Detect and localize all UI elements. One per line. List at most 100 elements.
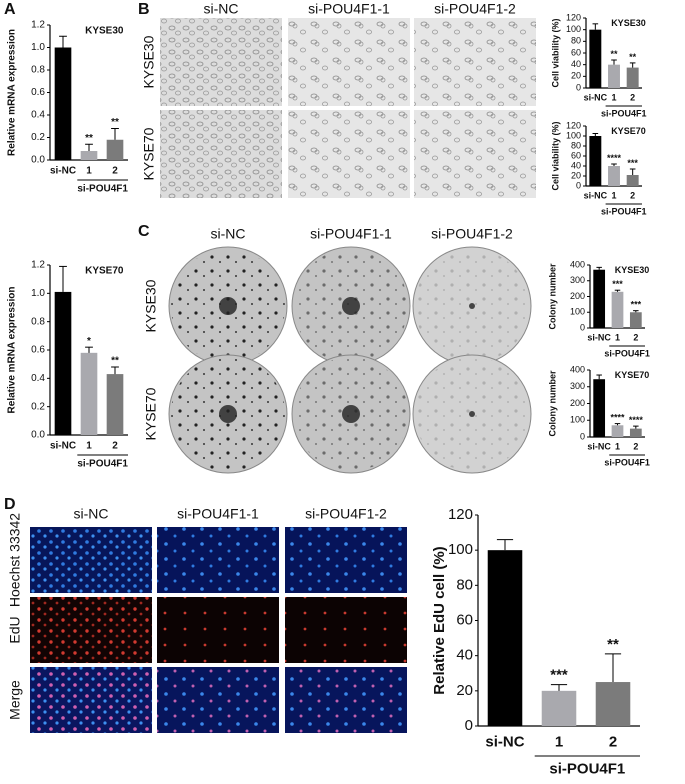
- y-tick-label: 0.4: [31, 110, 45, 121]
- row-label: EdU: [7, 616, 23, 643]
- micrograph: [285, 597, 407, 663]
- x-tick-label: 2: [609, 733, 617, 750]
- x-tick-label: 1: [86, 166, 92, 177]
- y-tick-label: 0: [576, 180, 581, 190]
- x-tick-label: 2: [630, 190, 635, 200]
- x-tick-label: si-NC: [50, 441, 76, 452]
- row-label: Hoechst 33342: [7, 513, 23, 607]
- y-tick-label: 100: [448, 541, 473, 558]
- x-tick-label: si-NC: [485, 733, 524, 750]
- bar: [54, 291, 72, 435]
- x-tick-label: si-NC: [584, 92, 608, 102]
- significance: **: [85, 133, 93, 144]
- significance: **: [629, 52, 637, 62]
- bar: [541, 690, 577, 726]
- y-tick-label: 1.0: [31, 42, 45, 53]
- significance: ***: [612, 279, 623, 289]
- group-label: si-POU4F1: [549, 760, 625, 777]
- bar: [589, 29, 602, 89]
- y-tick-label: 20: [456, 682, 473, 699]
- column-header: si-POU4F1-1: [177, 506, 259, 522]
- bar: [629, 428, 642, 437]
- bar: [487, 550, 523, 726]
- y-tick-label: 60: [456, 611, 473, 628]
- row-label: KYSE70: [143, 387, 159, 440]
- y-axis-label: Relative mRNA expression: [7, 287, 18, 414]
- bar: [80, 352, 98, 435]
- y-tick-label: 0.8: [31, 65, 45, 76]
- x-tick-label: si-NC: [50, 166, 76, 177]
- y-tick-label: 60: [571, 47, 581, 57]
- y-axis-label: Cell viability (%): [550, 121, 560, 190]
- y-axis-label: Cell viability (%): [550, 18, 560, 87]
- group-label: si-POU4F1: [604, 457, 650, 467]
- group-label: si-POU4F1: [77, 184, 128, 195]
- significance: ***: [627, 158, 638, 168]
- y-tick-label: 100: [570, 307, 585, 317]
- bar: [608, 64, 620, 88]
- chart-title: KYSE30: [611, 18, 646, 28]
- column-header: si-POU4F1-1: [310, 226, 392, 242]
- y-tick-label: 60: [571, 150, 581, 160]
- y-tick-label: 0.8: [31, 316, 45, 327]
- y-tick-label: 0.0: [31, 430, 45, 441]
- y-tick-label: 100: [566, 24, 581, 34]
- bar: [629, 312, 642, 328]
- micrograph: [414, 18, 536, 106]
- micrograph: [157, 667, 279, 733]
- y-tick-label: 300: [570, 275, 585, 285]
- y-tick-label: 20: [571, 170, 581, 180]
- y-tick-label: 120: [566, 12, 581, 22]
- bar: [54, 47, 72, 160]
- micrograph: [414, 110, 536, 198]
- panel-label: D: [4, 496, 16, 513]
- micrograph: [285, 667, 407, 733]
- column-header: si-POU4F1-2: [431, 226, 513, 242]
- bar: [106, 374, 124, 435]
- significance: **: [610, 49, 618, 59]
- x-tick-label: 1: [555, 733, 563, 750]
- micrograph: [160, 110, 282, 198]
- column-header: si-NC: [211, 226, 246, 242]
- y-tick-label: 80: [571, 36, 581, 46]
- significance: ****: [629, 415, 644, 425]
- colony-center: [469, 303, 475, 309]
- y-tick-label: 1.2: [31, 260, 45, 271]
- y-tick-label: 400: [570, 259, 585, 269]
- y-tick-label: 40: [571, 59, 581, 69]
- column-header: si-NC: [74, 506, 109, 522]
- micrograph: [30, 527, 152, 593]
- colony-center: [342, 405, 360, 423]
- bar: [80, 151, 98, 160]
- micrograph: [157, 597, 279, 663]
- y-tick-label: 400: [570, 364, 585, 374]
- y-tick-label: 80: [456, 576, 473, 593]
- y-tick-label: 1.2: [31, 20, 45, 31]
- bar: [626, 67, 639, 88]
- micrograph: [288, 110, 410, 198]
- x-tick-label: 1: [615, 332, 620, 342]
- y-tick-label: 200: [570, 291, 585, 301]
- y-tick-label: 120: [448, 506, 473, 523]
- bar: [589, 136, 602, 186]
- significance: ***: [550, 667, 568, 684]
- y-tick-label: 1.0: [31, 288, 45, 299]
- group-label: si-POU4F1: [601, 108, 647, 118]
- significance: **: [111, 356, 119, 367]
- micrograph: [288, 18, 410, 106]
- y-tick-label: 80: [571, 140, 581, 150]
- y-tick-label: 20: [571, 71, 581, 81]
- significance: ****: [607, 153, 622, 163]
- bar: [611, 291, 624, 328]
- x-tick-label: 1: [615, 441, 620, 451]
- micrograph: [30, 667, 152, 733]
- row-label: KYSE30: [141, 35, 157, 88]
- y-tick-label: 120: [566, 120, 581, 130]
- x-tick-label: 2: [633, 441, 638, 451]
- x-tick-label: si-NC: [587, 441, 611, 451]
- column-header: si-POU4F1-2: [305, 506, 387, 522]
- micrograph: [160, 18, 282, 106]
- bar: [595, 682, 631, 726]
- significance: **: [607, 636, 619, 653]
